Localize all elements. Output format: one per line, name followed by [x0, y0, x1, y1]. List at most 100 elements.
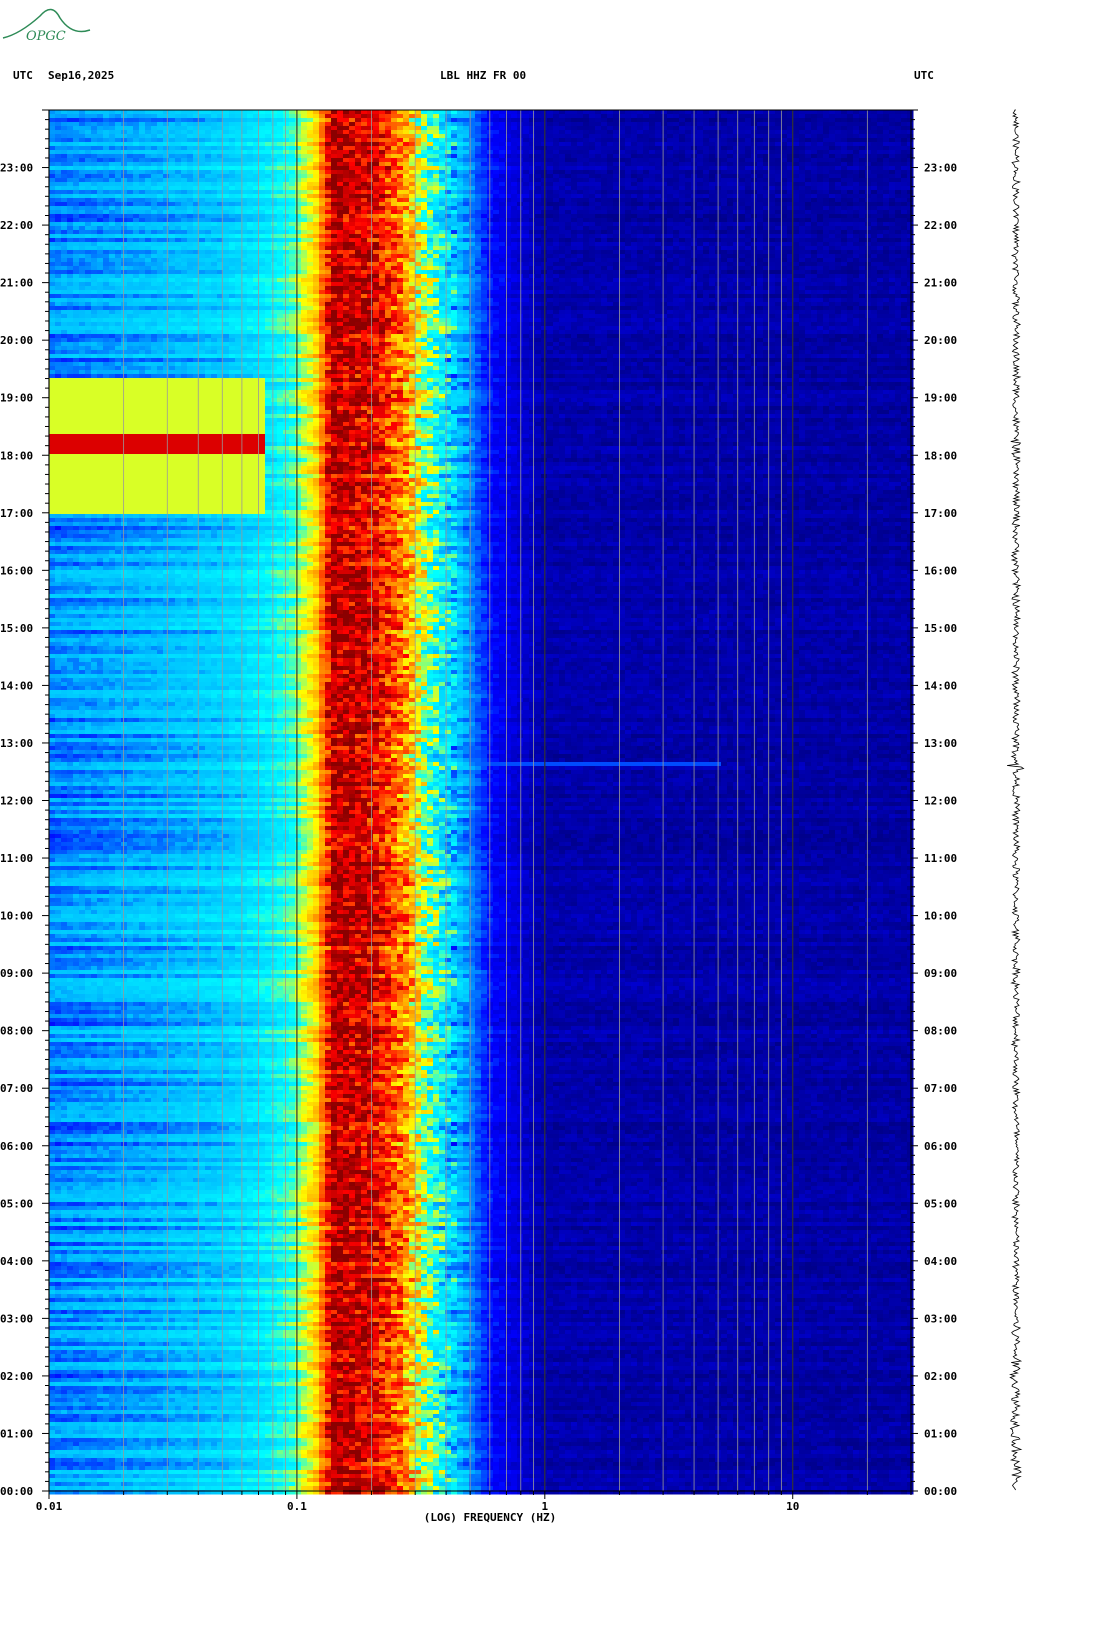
heatmap-cell [343, 158, 350, 163]
heatmap-cell [169, 126, 176, 131]
heatmap-cell [595, 198, 602, 203]
heatmap-cell [283, 110, 290, 115]
heatmap-cell [883, 174, 890, 179]
heatmap-cell [805, 150, 812, 155]
heatmap-cell [631, 138, 638, 143]
heatmap-cell [277, 134, 284, 139]
heatmap-cell [73, 194, 80, 199]
heatmap-cell [547, 198, 554, 203]
heatmap-cell [877, 118, 884, 123]
heatmap-cell [337, 114, 344, 119]
heatmap-cell [733, 198, 740, 203]
heatmap-cell [631, 150, 638, 155]
heatmap-cell [793, 182, 800, 187]
heatmap-cell [697, 138, 704, 143]
heatmap-cell [829, 114, 836, 119]
heatmap-cell [163, 138, 170, 143]
heatmap-cell [493, 154, 500, 159]
heatmap-cell [205, 194, 212, 199]
heatmap-cell [739, 162, 746, 167]
heatmap-cell [325, 190, 332, 195]
heatmap-cell [403, 142, 410, 147]
heatmap-cell [577, 174, 584, 179]
heatmap-cell [247, 186, 254, 191]
heatmap-cell [427, 130, 434, 135]
heatmap-cell [385, 154, 392, 159]
heatmap-cell [307, 114, 314, 119]
heatmap-cell [775, 138, 782, 143]
heatmap-cell [175, 122, 182, 127]
heatmap-cell [259, 134, 266, 139]
heatmap-cell [319, 142, 326, 147]
heatmap-cell [199, 202, 206, 207]
heatmap-cell [817, 158, 824, 163]
heatmap-cell [601, 190, 608, 195]
heatmap-cell [313, 178, 320, 183]
heatmap-cell [385, 146, 392, 151]
heatmap-cell [367, 178, 374, 183]
heatmap-cell [829, 118, 836, 123]
heatmap-cell [457, 138, 464, 143]
heatmap-cell [229, 174, 236, 179]
heatmap-cell [199, 154, 206, 159]
heatmap-cell [673, 162, 680, 167]
heatmap-cell [667, 202, 674, 207]
heatmap-cell [115, 122, 122, 127]
heatmap-cell [493, 170, 500, 175]
heatmap-cell [865, 182, 872, 187]
heatmap-cell [157, 202, 164, 207]
heatmap-cell [643, 122, 650, 127]
heatmap-cell [571, 170, 578, 175]
heatmap-cell [493, 166, 500, 171]
heatmap-cell [367, 190, 374, 195]
heatmap-cell [559, 150, 566, 155]
heatmap-cell [133, 142, 140, 147]
heatmap-cell [793, 194, 800, 199]
heatmap-cell [835, 138, 842, 143]
heatmap-cell [559, 134, 566, 139]
heatmap-cell [115, 194, 122, 199]
heatmap-cell [595, 154, 602, 159]
heatmap-cell [205, 162, 212, 167]
heatmap-cell [211, 110, 218, 115]
heatmap-cell [661, 166, 668, 171]
heatmap-cell [415, 190, 422, 195]
heatmap-cell [313, 146, 320, 151]
heatmap-cell [889, 194, 896, 199]
heatmap-cell [157, 170, 164, 175]
heatmap-cell [733, 174, 740, 179]
heatmap-cell [643, 162, 650, 167]
heatmap-cell [337, 122, 344, 127]
heatmap-cell [835, 190, 842, 195]
heatmap-cell [667, 170, 674, 175]
heatmap-cell [97, 118, 104, 123]
heatmap-cell [397, 178, 404, 183]
heatmap-cell [259, 170, 266, 175]
heatmap-cell [889, 146, 896, 151]
heatmap-cell [145, 114, 152, 119]
heatmap-cell [559, 162, 566, 167]
heatmap-cell [607, 150, 614, 155]
heatmap-cell [721, 198, 728, 203]
heatmap-cell [277, 162, 284, 167]
heatmap-cell [181, 150, 188, 155]
heatmap-cell [103, 118, 110, 123]
heatmap-cell [601, 158, 608, 163]
heatmap-cell [415, 150, 422, 155]
heatmap-cell [325, 114, 332, 119]
heatmap-cell [313, 110, 320, 115]
heatmap-cell [223, 186, 230, 191]
heatmap-cell [493, 194, 500, 199]
heatmap-cell [667, 174, 674, 179]
heatmap-cell [547, 118, 554, 123]
heatmap-cell [289, 178, 296, 183]
heatmap-cell [511, 182, 518, 187]
heatmap-cell [223, 182, 230, 187]
heatmap-cell [457, 134, 464, 139]
heatmap-cell [301, 110, 308, 115]
heatmap-cell [259, 194, 266, 199]
heatmap-cell [547, 134, 554, 139]
heatmap-cell [73, 186, 80, 191]
heatmap-cell [643, 146, 650, 151]
heatmap-cell [697, 154, 704, 159]
